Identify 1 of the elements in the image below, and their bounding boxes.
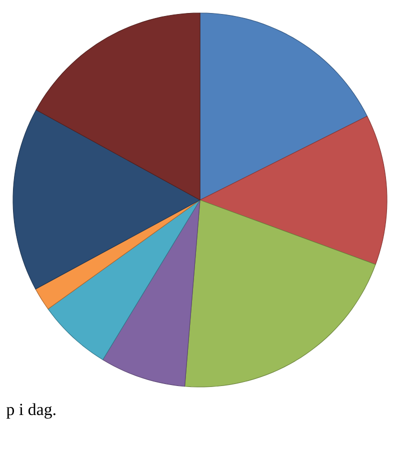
text: p i dag.	[6, 403, 56, 419]
